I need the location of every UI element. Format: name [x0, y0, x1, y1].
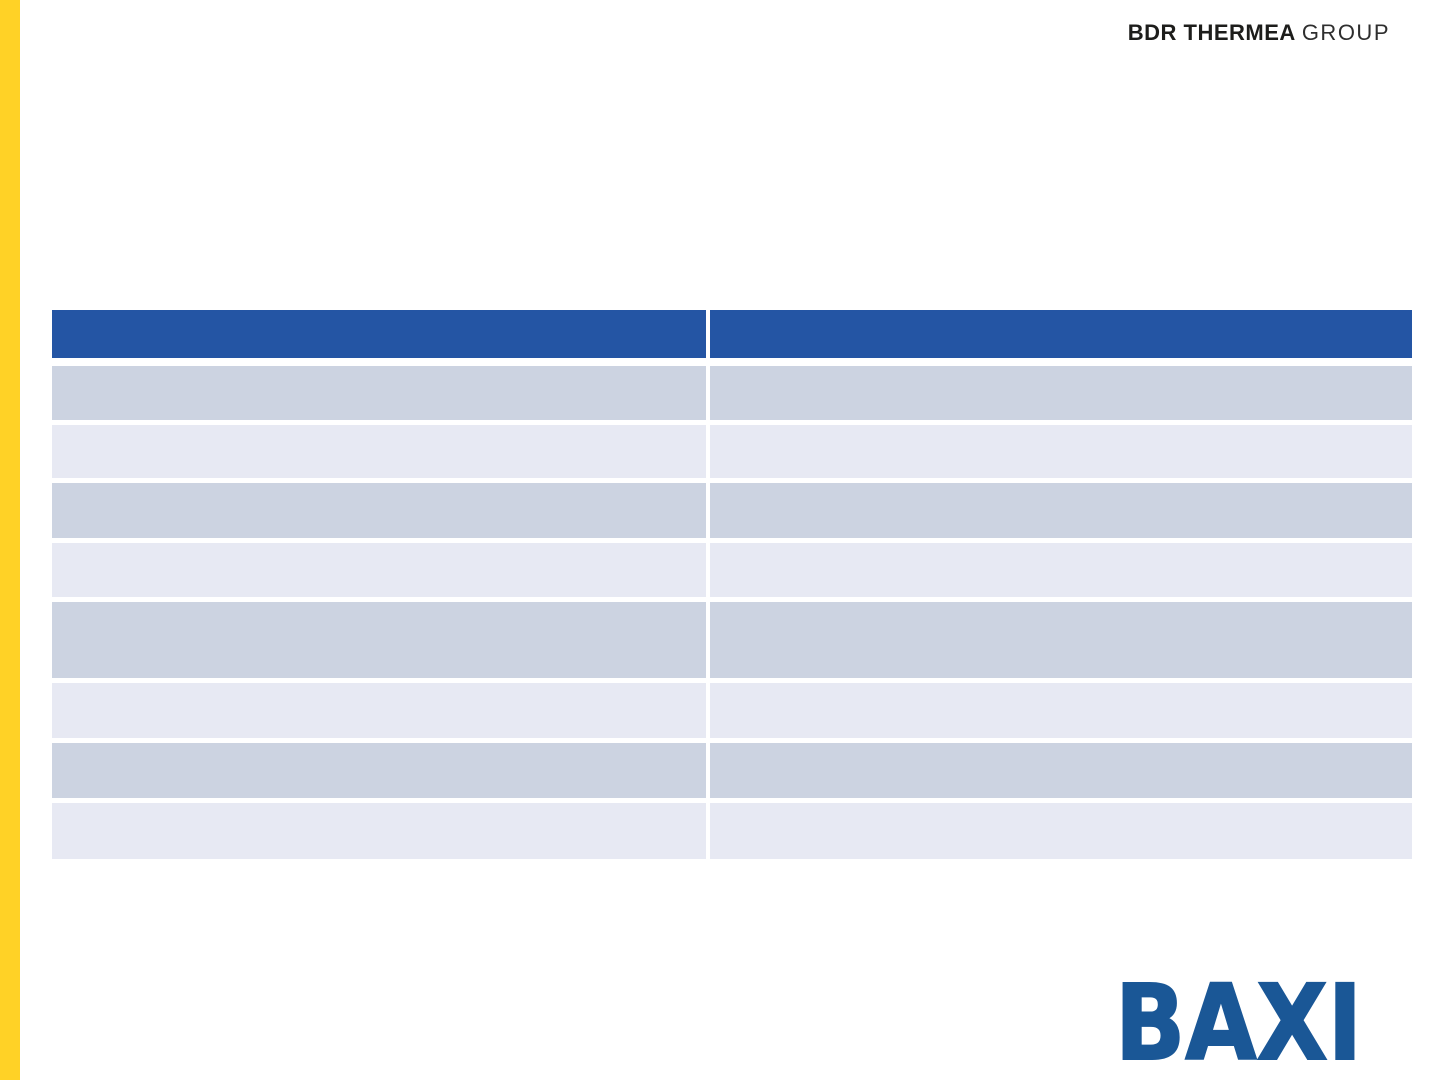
table-cell	[710, 543, 1412, 597]
table-cell	[710, 743, 1412, 798]
left-accent-bar	[0, 0, 20, 1080]
table-header-row	[52, 310, 1412, 358]
table-cell	[52, 803, 706, 859]
table-row	[52, 483, 1412, 538]
table-cell	[52, 543, 706, 597]
table-cell	[52, 425, 706, 478]
table-cell	[710, 425, 1412, 478]
table-row	[52, 366, 1412, 420]
table-cell	[710, 366, 1412, 420]
table-cell	[710, 483, 1412, 538]
table-row	[52, 683, 1412, 738]
bdr-thermea-logo-bold-text: BDR THERMEA	[1127, 20, 1296, 45]
table-cell	[52, 743, 706, 798]
bdr-thermea-logo-light-text: GROUP	[1301, 20, 1390, 45]
table-header-cell	[52, 310, 706, 358]
table-row	[52, 543, 1412, 597]
data-table	[52, 310, 1412, 859]
baxi-logo-text: BAXI	[1115, 962, 1362, 1080]
table-cell	[52, 602, 706, 678]
table-cell	[710, 602, 1412, 678]
table-row	[52, 425, 1412, 478]
baxi-logo: BAXI	[1114, 961, 1363, 1080]
table-cell	[52, 483, 706, 538]
table-cell	[52, 366, 706, 420]
table-cell	[710, 683, 1412, 738]
bdr-thermea-group-logo: BDR THERMEA GROUP	[1128, 22, 1390, 44]
table-cell	[52, 683, 706, 738]
table-header-cell	[710, 310, 1412, 358]
table-row	[52, 602, 1412, 678]
table-cell	[710, 803, 1412, 859]
baxi-logo-graphic: BAXI	[1114, 961, 1363, 1080]
table-row	[52, 743, 1412, 798]
table-row	[52, 803, 1412, 859]
